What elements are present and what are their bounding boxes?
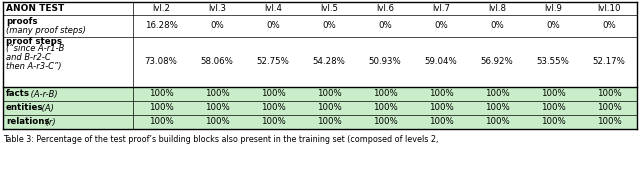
- Text: 73.08%: 73.08%: [145, 57, 177, 66]
- Text: 0%: 0%: [378, 21, 392, 30]
- Text: 100%: 100%: [317, 104, 341, 113]
- Text: 100%: 100%: [260, 117, 285, 126]
- Text: 50.93%: 50.93%: [369, 57, 401, 66]
- Text: proofs: proofs: [6, 17, 38, 26]
- Text: 0%: 0%: [210, 21, 224, 30]
- Text: 100%: 100%: [148, 104, 173, 113]
- Text: Table 3: Percentage of the test proof’s building blocks also present in the trai: Table 3: Percentage of the test proof’s …: [3, 135, 438, 144]
- Text: lvl.9: lvl.9: [544, 4, 562, 13]
- Text: 100%: 100%: [484, 89, 509, 98]
- Text: 53.55%: 53.55%: [536, 57, 570, 66]
- Text: and B-r2-C: and B-r2-C: [6, 54, 51, 63]
- Text: lvl.5: lvl.5: [320, 4, 338, 13]
- Text: (A-r-B): (A-r-B): [28, 89, 58, 98]
- Text: 100%: 100%: [484, 104, 509, 113]
- Text: lvl.4: lvl.4: [264, 4, 282, 13]
- Text: 100%: 100%: [596, 89, 621, 98]
- Text: 100%: 100%: [372, 104, 397, 113]
- Text: ANON TEST: ANON TEST: [6, 4, 64, 13]
- Text: 100%: 100%: [205, 104, 229, 113]
- Text: lvl.7: lvl.7: [432, 4, 450, 13]
- Text: 100%: 100%: [148, 117, 173, 126]
- Text: entities: entities: [6, 104, 44, 113]
- Bar: [3, 87, 637, 101]
- Text: 100%: 100%: [484, 117, 509, 126]
- Text: 100%: 100%: [429, 117, 453, 126]
- Text: 0%: 0%: [434, 21, 448, 30]
- Text: 0%: 0%: [602, 21, 616, 30]
- Text: 100%: 100%: [541, 104, 565, 113]
- Text: 100%: 100%: [205, 89, 229, 98]
- Text: 56.92%: 56.92%: [481, 57, 513, 66]
- Text: 100%: 100%: [429, 104, 453, 113]
- Bar: [3, 115, 637, 129]
- Text: 0%: 0%: [546, 21, 560, 30]
- Text: facts: facts: [6, 89, 30, 98]
- Text: 100%: 100%: [596, 104, 621, 113]
- Text: (many proof steps): (many proof steps): [6, 26, 86, 35]
- Text: (r): (r): [43, 117, 56, 126]
- Text: (“since A-r1-B: (“since A-r1-B: [6, 45, 65, 54]
- Text: 0%: 0%: [322, 21, 336, 30]
- Text: relations: relations: [6, 117, 49, 126]
- Text: 100%: 100%: [541, 89, 565, 98]
- Text: 100%: 100%: [317, 117, 341, 126]
- Text: lvl.10: lvl.10: [597, 4, 621, 13]
- Text: 100%: 100%: [317, 89, 341, 98]
- Bar: [3, 2, 637, 15]
- Text: 52.75%: 52.75%: [257, 57, 289, 66]
- Text: lvl.8: lvl.8: [488, 4, 506, 13]
- Text: 100%: 100%: [541, 117, 565, 126]
- Text: 100%: 100%: [429, 89, 453, 98]
- Text: 16.28%: 16.28%: [145, 21, 177, 30]
- Text: 100%: 100%: [372, 89, 397, 98]
- Text: 100%: 100%: [205, 117, 229, 126]
- Text: 59.04%: 59.04%: [424, 57, 458, 66]
- Text: (A): (A): [40, 104, 54, 113]
- Text: lvl.2: lvl.2: [152, 4, 170, 13]
- Text: 100%: 100%: [372, 117, 397, 126]
- Text: 0%: 0%: [490, 21, 504, 30]
- Text: 100%: 100%: [596, 117, 621, 126]
- Text: 52.17%: 52.17%: [593, 57, 625, 66]
- Text: then A-r3-C”): then A-r3-C”): [6, 63, 61, 72]
- Text: proof steps: proof steps: [6, 37, 62, 46]
- Text: 0%: 0%: [266, 21, 280, 30]
- Text: 100%: 100%: [148, 89, 173, 98]
- Text: 58.06%: 58.06%: [200, 57, 234, 66]
- Bar: [3, 101, 637, 115]
- Text: 100%: 100%: [260, 89, 285, 98]
- Text: lvl.6: lvl.6: [376, 4, 394, 13]
- Text: lvl.3: lvl.3: [208, 4, 226, 13]
- Text: 100%: 100%: [260, 104, 285, 113]
- Bar: [3, 37, 637, 87]
- Text: 54.28%: 54.28%: [312, 57, 346, 66]
- Bar: [3, 15, 637, 37]
